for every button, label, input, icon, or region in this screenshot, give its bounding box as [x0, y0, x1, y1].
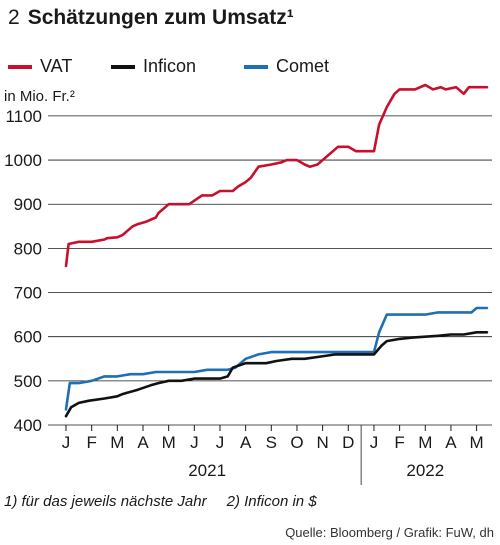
chart-title-text: Schätzungen zum Umsatz¹ [27, 6, 294, 29]
x-tick-label: N [316, 433, 328, 452]
footnote-2: 2) Inficon in $ [226, 493, 317, 510]
y-tick-label: 900 [14, 195, 42, 214]
legend-swatch-vat [8, 64, 32, 69]
x-tick-label: J [62, 433, 71, 452]
y-tick-label: 800 [14, 239, 42, 258]
footnotes: 1) für das jeweils nächste Jahr 2) Infico… [4, 493, 337, 510]
series-line-comet [64, 306, 489, 411]
x-tick-label: M [162, 433, 176, 452]
y-tick-label: 1100 [5, 107, 42, 126]
x-tick-label: S [266, 433, 277, 452]
y-tick-label: 700 [14, 284, 42, 303]
x-tick-label: J [216, 433, 225, 452]
year-label-2021: 2021 [188, 461, 226, 480]
legend-swatch-comet [244, 64, 268, 69]
legend-item-vat: VAT [8, 56, 72, 77]
chart-title: 2 Schätzungen zum Umsatz¹ [8, 6, 294, 30]
x-tick-label: A [240, 433, 252, 452]
legend-label-vat: VAT [40, 56, 73, 76]
source-credit: Quelle: Bloomberg / Grafik: FuW, dh [285, 525, 494, 540]
y-tick-label: 600 [14, 328, 42, 347]
x-tick-label: J [370, 433, 379, 452]
x-tick-label: F [86, 433, 96, 452]
legend-label-comet: Comet [276, 56, 330, 76]
legend-label-inficon: Inficon [143, 56, 197, 76]
year-label-2022: 2022 [406, 461, 444, 480]
x-tick-label: D [342, 433, 354, 452]
x-tick-label: J [190, 433, 199, 452]
legend-item-comet: Comet [244, 56, 329, 77]
y-tick-label: 500 [14, 372, 42, 391]
x-tick-label: M [418, 433, 432, 452]
x-tick-label: A [445, 433, 457, 452]
series-line-vat [64, 83, 489, 268]
x-tick-label: A [137, 433, 149, 452]
x-tick-label: M [470, 433, 484, 452]
chart-number: 2 [8, 6, 20, 29]
footnote-1: 1) für das jeweils nächste Jahr [4, 493, 207, 510]
series-line-inficon [64, 330, 489, 418]
y-tick-label: 400 [14, 416, 42, 435]
x-tick-label: M [110, 433, 124, 452]
y-axis-unit-label: in Mio. Fr.² [4, 88, 75, 105]
x-tick-label: F [394, 433, 404, 452]
legend-swatch-inficon [111, 64, 135, 69]
y-tick-label: 1000 [4, 151, 42, 170]
x-tick-label: O [290, 433, 303, 452]
legend-item-inficon: Inficon [111, 56, 196, 77]
